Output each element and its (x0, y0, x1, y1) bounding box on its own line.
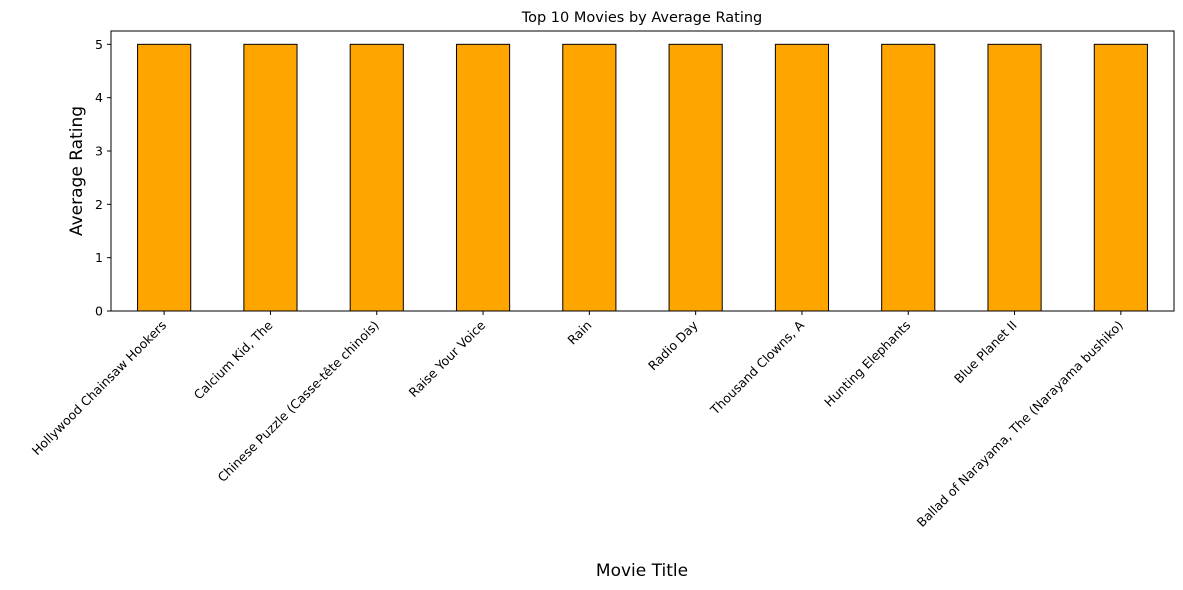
y-tick-label-3: 3 (95, 144, 103, 159)
x-tick-label-10: Ballad of Narayama, The (Narayama bushik… (914, 318, 1126, 530)
bars-group (137, 43, 1148, 312)
plot-area-frame (110, 30, 1175, 312)
x-tick-label-7: Thousand Clowns, A (707, 317, 808, 418)
bar-10 (1093, 43, 1148, 312)
bar-6 (668, 43, 723, 312)
x-tick-label-6: Radio Day (645, 317, 701, 373)
x-tick-label-8: Hunting Elephants (821, 318, 913, 410)
bar-8 (881, 43, 936, 312)
y-tick-label-1: 1 (95, 250, 103, 265)
x-tick-label-2: Calcium Kid, The (191, 317, 276, 402)
bar-2 (243, 43, 298, 312)
bar-7 (774, 43, 830, 312)
y-axis-label: Average Rating (67, 106, 87, 236)
x-tick-label-5: Rain (564, 318, 594, 348)
bar-4 (455, 43, 511, 312)
x-tick-label-1: Hollywood Chainsaw Hookers (29, 318, 170, 459)
bar-3 (349, 43, 404, 312)
y-tick-label-5: 5 (95, 37, 103, 52)
bar-5 (562, 43, 617, 312)
x-tick-label-9: Blue Planet II (951, 318, 1020, 387)
y-tick-label-0: 0 (95, 304, 103, 319)
bar-1 (137, 43, 192, 312)
x-axis-label: Movie Title (596, 561, 688, 581)
x-axis: Hollywood Chainsaw Hookers Calcium Kid, T… (29, 311, 1126, 530)
y-tick-label-4: 4 (95, 90, 103, 105)
y-axis: 0 1 2 3 4 5 (95, 37, 111, 319)
bar-9 (987, 43, 1042, 312)
chart-title: Top 10 Movies by Average Rating (521, 10, 763, 26)
x-tick-label-4: Raise Your Voice (406, 317, 489, 400)
y-tick-label-2: 2 (95, 197, 103, 212)
